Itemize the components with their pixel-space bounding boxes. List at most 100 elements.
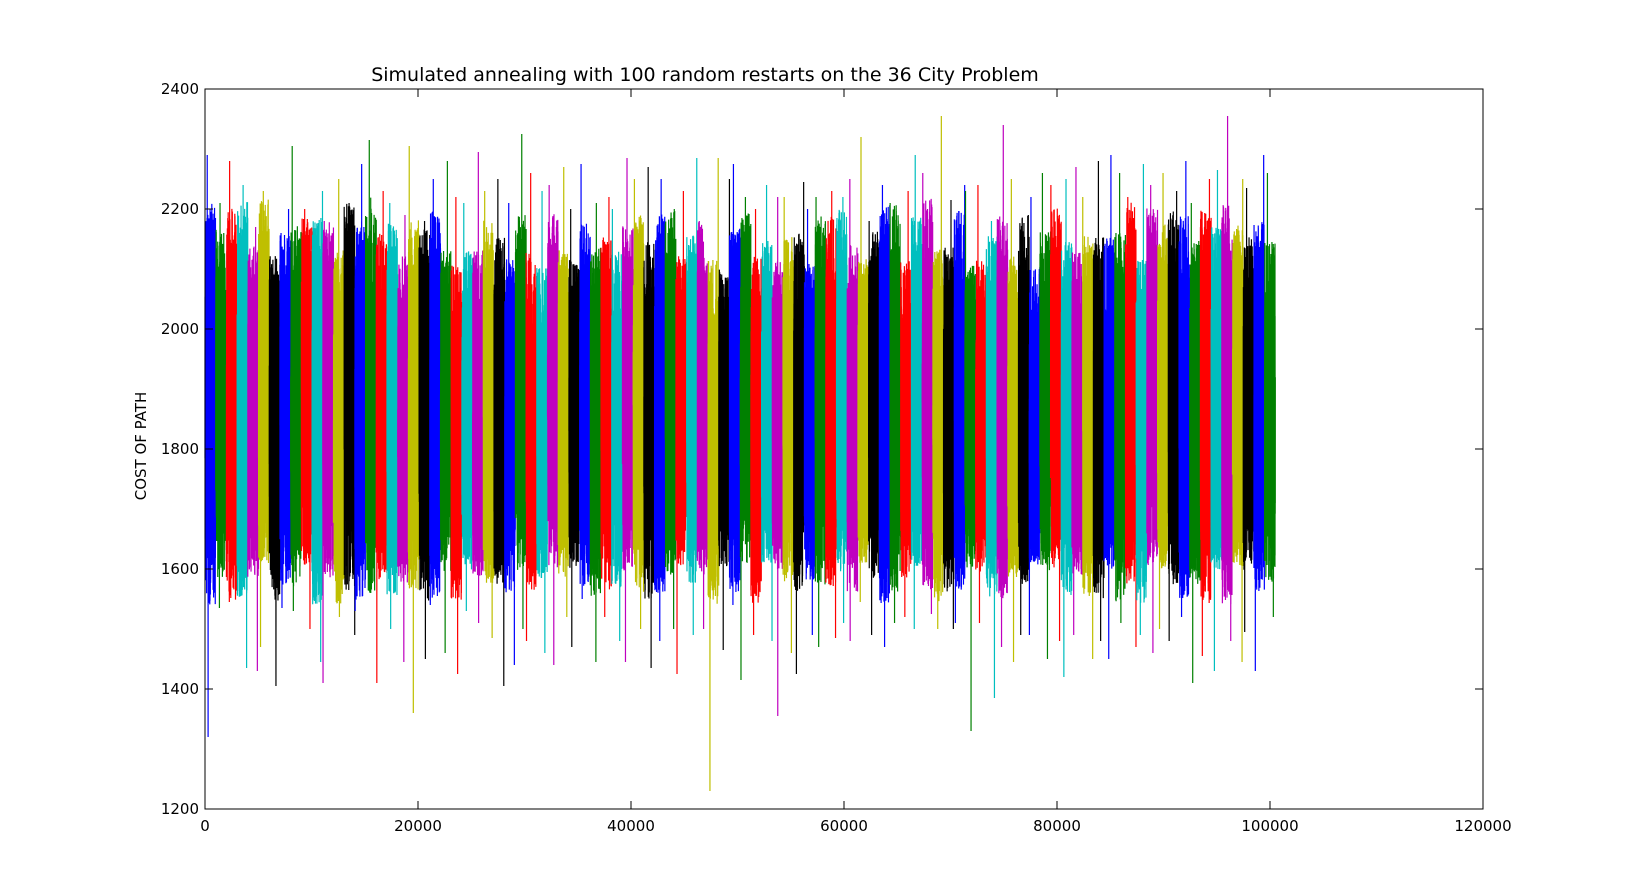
series-line bbox=[621, 157, 634, 663]
series-line bbox=[1178, 160, 1191, 618]
series-line bbox=[1210, 169, 1223, 672]
x-tick-label: 0 bbox=[200, 817, 210, 835]
y-axis-label: COST OF PATH bbox=[132, 392, 150, 501]
series-line bbox=[397, 214, 409, 663]
series-line bbox=[1124, 196, 1137, 648]
series-line bbox=[311, 190, 324, 663]
series-line bbox=[546, 184, 559, 666]
series-line bbox=[482, 190, 495, 639]
series-line bbox=[1231, 178, 1244, 663]
series-line bbox=[718, 178, 731, 651]
series-line bbox=[1253, 154, 1266, 672]
series-line bbox=[793, 181, 805, 675]
series-line bbox=[782, 196, 795, 654]
series-line bbox=[857, 136, 870, 603]
series-line bbox=[461, 202, 474, 612]
series-line bbox=[996, 124, 1009, 648]
series-line bbox=[332, 178, 345, 618]
series-line bbox=[407, 145, 420, 714]
series-line bbox=[1071, 166, 1084, 636]
series-line bbox=[204, 154, 217, 738]
series-line bbox=[268, 256, 281, 687]
series-line bbox=[975, 184, 987, 624]
series-line bbox=[878, 184, 891, 648]
series-line bbox=[942, 199, 955, 630]
series-line bbox=[921, 172, 934, 615]
series-line bbox=[354, 163, 367, 612]
y-tick-label: 1400 bbox=[161, 680, 199, 698]
x-axis: 0 20000 40000 60000 80000 100000 120000 bbox=[200, 89, 1512, 835]
series-line bbox=[953, 184, 966, 624]
series-line bbox=[1242, 187, 1255, 633]
series-line bbox=[835, 196, 848, 624]
x-tick-label: 80000 bbox=[1033, 817, 1081, 835]
series-line bbox=[215, 202, 228, 609]
series-line bbox=[707, 157, 720, 792]
series-line bbox=[675, 190, 688, 675]
x-tick-label: 120000 bbox=[1454, 817, 1511, 835]
series-line bbox=[985, 220, 998, 699]
series-line bbox=[589, 202, 602, 663]
series-line bbox=[889, 202, 902, 624]
series-line bbox=[611, 208, 624, 642]
series-line bbox=[279, 208, 292, 609]
series-line bbox=[536, 190, 549, 654]
series-line bbox=[471, 151, 484, 624]
y-tick-label: 2000 bbox=[161, 320, 199, 338]
series-line bbox=[900, 190, 913, 618]
y-tick-label: 1600 bbox=[161, 560, 199, 578]
series-line bbox=[643, 166, 656, 669]
series-line bbox=[600, 196, 613, 618]
series-line bbox=[429, 178, 442, 606]
series-line bbox=[439, 160, 452, 654]
series-line bbox=[1221, 115, 1234, 642]
series-line bbox=[1189, 202, 1202, 684]
y-axis: 1200 1400 1600 1800 2000 2200 2400 bbox=[161, 80, 1483, 818]
series-line bbox=[1135, 163, 1148, 636]
y-tick-label: 1800 bbox=[161, 440, 199, 458]
series-layer bbox=[204, 115, 1276, 792]
series-line bbox=[1060, 178, 1073, 678]
series-line bbox=[386, 202, 399, 630]
series-line bbox=[236, 184, 249, 669]
series-line bbox=[1039, 172, 1052, 660]
series-line bbox=[1199, 178, 1212, 657]
x-tick-label: 20000 bbox=[394, 817, 442, 835]
series-line bbox=[568, 208, 581, 648]
series-line bbox=[1049, 184, 1062, 642]
y-tick-label: 1200 bbox=[161, 800, 199, 818]
series-line bbox=[932, 115, 945, 630]
series-line bbox=[814, 196, 827, 648]
series-line bbox=[1092, 160, 1105, 642]
series-line bbox=[664, 208, 677, 630]
series-line bbox=[290, 145, 302, 612]
series-line bbox=[343, 202, 356, 636]
series-line bbox=[1007, 178, 1020, 663]
series-line bbox=[1167, 190, 1180, 642]
series-line bbox=[557, 166, 570, 618]
series-line bbox=[803, 208, 816, 636]
x-tick-label: 40000 bbox=[607, 817, 655, 835]
series-line bbox=[1114, 172, 1127, 624]
series-line bbox=[257, 190, 270, 648]
series-line bbox=[846, 178, 859, 642]
series-line bbox=[579, 163, 591, 600]
series-line bbox=[514, 133, 527, 630]
series-line bbox=[771, 196, 784, 717]
y-tick-label: 2200 bbox=[161, 200, 199, 218]
y-tick-label: 2400 bbox=[161, 80, 199, 98]
series-line bbox=[964, 190, 977, 732]
series-line bbox=[322, 220, 335, 684]
series-line bbox=[375, 190, 388, 684]
x-tick-label: 60000 bbox=[820, 817, 868, 835]
series-line bbox=[504, 202, 516, 666]
series-line bbox=[450, 196, 463, 675]
series-line bbox=[739, 196, 752, 681]
series-line bbox=[686, 157, 698, 636]
chart-title: Simulated annealing with 100 random rest… bbox=[371, 64, 1039, 86]
series-line bbox=[300, 208, 313, 630]
series-line bbox=[493, 178, 506, 687]
series-line bbox=[225, 160, 238, 603]
series-line bbox=[1146, 184, 1159, 654]
